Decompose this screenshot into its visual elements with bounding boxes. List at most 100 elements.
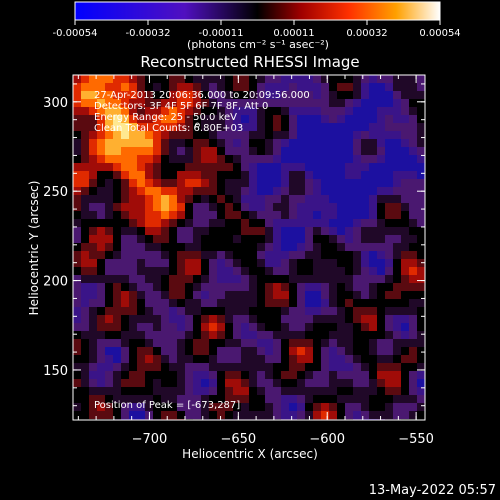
- heatmap-cell: [137, 275, 145, 283]
- heatmap-cell: [377, 195, 385, 203]
- heatmap-cell: [129, 371, 137, 379]
- heatmap-cell: [417, 83, 425, 91]
- heatmap-cell: [409, 395, 417, 403]
- heatmap-cell: [401, 355, 409, 363]
- heatmap-cell: [81, 171, 89, 179]
- heatmap-cell: [145, 99, 153, 107]
- heatmap-cell: [297, 75, 305, 83]
- heatmap-cell: [369, 115, 377, 123]
- heatmap-cell: [313, 379, 321, 387]
- heatmap-cell: [105, 83, 113, 91]
- heatmap-cell: [169, 211, 177, 219]
- heatmap-cell: [129, 251, 137, 259]
- heatmap-cell: [377, 163, 385, 171]
- heatmap-cell: [377, 411, 385, 419]
- heatmap-cell: [265, 355, 273, 363]
- heatmap-cell: [417, 395, 425, 403]
- heatmap-cell: [305, 379, 313, 387]
- heatmap-cell: [113, 307, 121, 315]
- heatmap-cell: [321, 363, 329, 371]
- heatmap-cell: [129, 347, 137, 355]
- heatmap-cell: [209, 139, 217, 147]
- heatmap-cell: [249, 83, 257, 91]
- heatmap-cell: [193, 251, 201, 259]
- heatmap-cell: [257, 75, 265, 83]
- heatmap-cell: [161, 147, 169, 155]
- heatmap-cell: [121, 347, 129, 355]
- heatmap-cell: [361, 259, 369, 267]
- heatmap-cell: [233, 147, 241, 155]
- heatmap-cell: [113, 243, 121, 251]
- heatmap-cell: [409, 291, 417, 299]
- heatmap-cell: [201, 291, 209, 299]
- heatmap-cell: [225, 283, 233, 291]
- heatmap-cell: [129, 227, 137, 235]
- heatmap-cell: [153, 219, 161, 227]
- heatmap-cell: [257, 395, 265, 403]
- heatmap-cell: [129, 163, 137, 171]
- heatmap-cell: [225, 83, 233, 91]
- heatmap-cell: [361, 75, 369, 83]
- heatmap-cell: [145, 339, 153, 347]
- heatmap-cell: [401, 379, 409, 387]
- heatmap-cell: [409, 411, 417, 419]
- heatmap-cell: [137, 155, 145, 163]
- heatmap-cell: [385, 163, 393, 171]
- heatmap-cell: [201, 267, 209, 275]
- heatmap-cell: [313, 323, 321, 331]
- heatmap-cell: [193, 195, 201, 203]
- heatmap-cell: [193, 219, 201, 227]
- heatmap-cell: [169, 411, 177, 419]
- heatmap-cell: [321, 299, 329, 307]
- heatmap-cell: [321, 83, 329, 91]
- heatmap-cell: [209, 187, 217, 195]
- heatmap-cell: [153, 307, 161, 315]
- heatmap-cell: [385, 99, 393, 107]
- heatmap-cell: [113, 347, 121, 355]
- heatmap-cell: [305, 163, 313, 171]
- heatmap-cell: [401, 187, 409, 195]
- heatmap-cell: [81, 267, 89, 275]
- heatmap-cell: [241, 203, 249, 211]
- heatmap-cell: [145, 91, 153, 99]
- heatmap-cell: [369, 147, 377, 155]
- heatmap-cell: [185, 195, 193, 203]
- heatmap-cell: [377, 251, 385, 259]
- heatmap-cell: [113, 203, 121, 211]
- heatmap-cell: [233, 403, 241, 411]
- heatmap-cell: [273, 355, 281, 363]
- heatmap-cell: [145, 115, 153, 123]
- heatmap-cell: [353, 331, 361, 339]
- heatmap-cell: [73, 203, 81, 211]
- heatmap-cell: [281, 179, 289, 187]
- heatmap-cell: [249, 387, 257, 395]
- heatmap-cell: [385, 235, 393, 243]
- heatmap-cell: [297, 91, 305, 99]
- heatmap-cell: [137, 179, 145, 187]
- heatmap-cell: [377, 107, 385, 115]
- heatmap-cell: [209, 115, 217, 123]
- heatmap-cell: [273, 187, 281, 195]
- heatmap-cell: [337, 99, 345, 107]
- heatmap-cell: [97, 203, 105, 211]
- heatmap-cell: [345, 243, 353, 251]
- heatmap-cell: [249, 99, 257, 107]
- heatmap-cell: [297, 355, 305, 363]
- heatmap-cell: [281, 323, 289, 331]
- heatmap-cell: [353, 139, 361, 147]
- heatmap-cell: [145, 371, 153, 379]
- heatmap-cell: [409, 147, 417, 155]
- heatmap-cell: [121, 251, 129, 259]
- heatmap-cell: [385, 243, 393, 251]
- heatmap-cell: [193, 227, 201, 235]
- heatmap-cell: [225, 243, 233, 251]
- heatmap-cell: [89, 235, 97, 243]
- heatmap-cell: [217, 363, 225, 371]
- heatmap-cell: [417, 107, 425, 115]
- heatmap-cell: [257, 171, 265, 179]
- heatmap-cell: [97, 187, 105, 195]
- heatmap-cell: [113, 107, 121, 115]
- heatmap-cell: [337, 403, 345, 411]
- heatmap-cell: [369, 283, 377, 291]
